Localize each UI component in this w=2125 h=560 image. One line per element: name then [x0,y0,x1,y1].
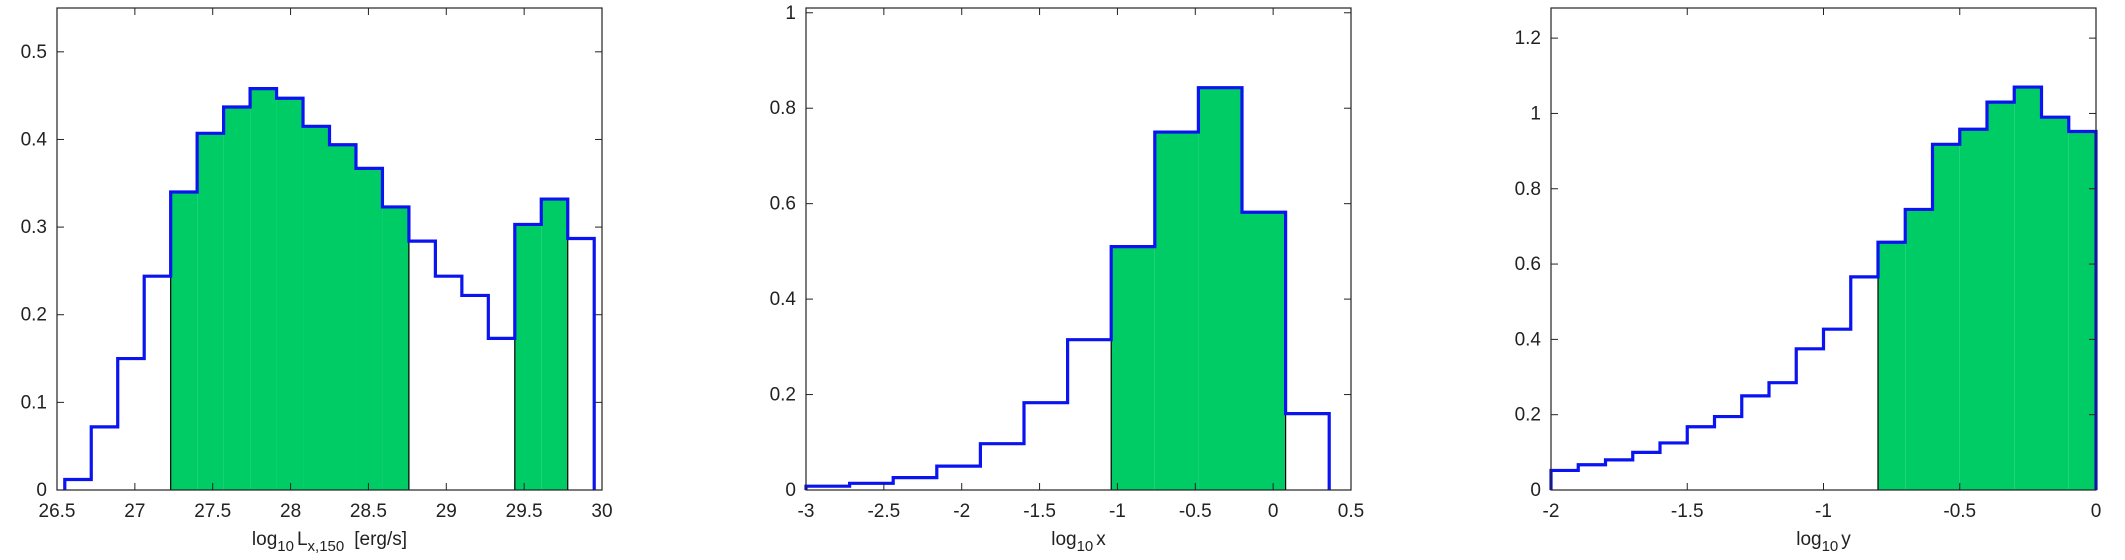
y-tick-label: 0.2 [1515,405,1541,426]
shaded-bar [1932,144,1960,491]
shaded-bar [1959,129,1987,491]
shaded-bar [1154,132,1199,490]
y-tick-label: 0 [36,480,47,501]
y-tick-label: 0.4 [770,289,797,310]
x-tick-label: 28 [280,501,301,522]
shaded-bar [1242,212,1286,490]
y-tick-label: 0.8 [1515,179,1541,200]
shaded-bar [1878,242,1906,490]
shaded-bar [1905,209,1933,490]
x-axis-label: log10 x [1051,529,1106,555]
histogram-outline [1549,85,2098,490]
histogram-outline [63,87,596,490]
shaded-bar [1987,102,2015,490]
panel-log-y-histogram: -2 -1.5 -1 -0.5 0 0 0.2 0.4 0.6 0.8 1 1.2 log10 y [1515,7,2102,555]
x-tick-label: -2.5 [867,501,900,522]
y-tick-label: 0.2 [770,385,796,406]
y-tick-label: 0 [1530,480,1541,501]
shaded-bar [2068,131,2096,490]
shaded-bar [2014,87,2042,490]
axes-frame [56,7,603,491]
x-tick-label: -2 [1543,501,1560,522]
shaded-bar [2041,117,2069,490]
y-tick-label: 1.2 [1515,28,1541,49]
x-tick-label: -3 [798,501,815,522]
x-tick-label: -2 [953,501,970,522]
shaded-bar [250,88,277,490]
y-tick-label: 1 [785,3,796,24]
x-tick-label: 0.5 [1338,501,1364,522]
x-tick-label: 29 [436,501,457,522]
x-tick-label: 0 [2091,501,2102,522]
shaded-bar [276,98,304,491]
x-tick-label: 30 [591,501,612,522]
x-tick-label: 29.5 [506,501,543,522]
y-tick-label: 0.4 [1515,329,1542,350]
shaded-bar [382,206,409,490]
y-tick-label: 0.4 [21,129,48,150]
y-tick-label: 0.2 [21,305,47,326]
shaded-bar [1198,87,1242,491]
x-tick-label: -1.5 [1023,501,1056,522]
histogram-outline [804,86,1331,490]
x-axis-label: log10 Lx,150 [erg/s] [252,529,407,555]
shaded-bar [355,168,383,490]
y-tick-label: 0.6 [1515,254,1541,275]
x-tick-label: -1 [1109,501,1126,522]
panel-log-x-histogram: -3 -2.5 -2 -1.5 -1 -0.5 0 0.5 0 0.2 0.4 0.6 0.8 1 log1… [770,3,1365,555]
shaded-bar [170,192,198,490]
x-tick-label: 0 [1268,501,1279,522]
y-tick-label: 0.6 [770,194,796,215]
shaded-bar [541,199,568,490]
y-tick-label: 0 [785,480,796,501]
x-tick-label: -1 [1815,501,1832,522]
shaded-bar [329,144,356,491]
x-tick-label: -1.5 [1671,501,1704,522]
y-tick-label: 1 [1530,103,1541,124]
x-tick-label: -0.5 [1943,501,1976,522]
axes-frame [805,7,1352,491]
shaded-bar [303,126,330,491]
y-tick-label: 0.1 [21,392,47,413]
x-tick-label: -0.5 [1179,501,1212,522]
panel-lx-histogram: 26.5 27 27.5 28 28.5 29 29.5 30 0 0.1 0.2 0.3 0.4 0.5… [21,7,613,555]
y-tick-label: 0.3 [21,217,47,238]
y-tick-label: 0.5 [21,42,47,63]
shaded-bar [1111,246,1155,490]
y-tick-label: 0.8 [770,98,796,119]
x-tick-label: 27 [124,501,145,522]
x-tick-label: 26.5 [39,501,76,522]
x-axis-label: log10 y [1796,529,1851,555]
shaded-bar [514,224,542,490]
x-tick-label: 27.5 [194,501,231,522]
shaded-bar [223,107,251,491]
shaded-bar [197,133,224,490]
x-tick-label: 28.5 [350,501,387,522]
